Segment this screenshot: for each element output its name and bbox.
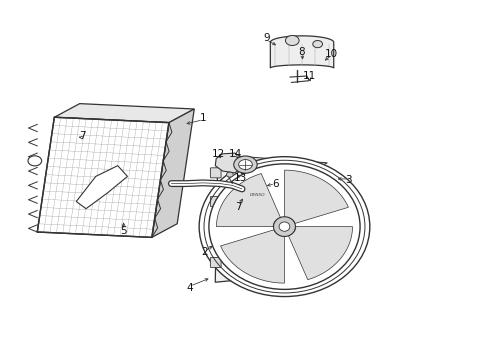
Circle shape <box>226 172 233 177</box>
Polygon shape <box>152 109 194 237</box>
Ellipse shape <box>208 164 359 289</box>
Text: DENSO: DENSO <box>250 193 265 197</box>
Ellipse shape <box>199 157 369 297</box>
Circle shape <box>311 191 321 198</box>
Polygon shape <box>76 166 127 209</box>
FancyBboxPatch shape <box>210 197 221 207</box>
Text: 2: 2 <box>201 247 207 257</box>
Polygon shape <box>37 117 168 237</box>
Circle shape <box>238 159 252 170</box>
Text: 9: 9 <box>263 33 269 43</box>
Ellipse shape <box>273 217 295 237</box>
Text: 3: 3 <box>345 175 351 185</box>
FancyBboxPatch shape <box>210 168 221 178</box>
Text: 7: 7 <box>234 202 241 212</box>
Text: 8: 8 <box>298 46 305 57</box>
Circle shape <box>311 255 321 262</box>
Polygon shape <box>270 36 333 68</box>
Text: 10: 10 <box>324 49 337 59</box>
Polygon shape <box>284 170 347 224</box>
Text: 5: 5 <box>120 226 126 236</box>
Polygon shape <box>215 162 315 282</box>
Text: 7: 7 <box>79 131 86 141</box>
Text: 1: 1 <box>199 113 206 123</box>
Circle shape <box>28 156 41 166</box>
Polygon shape <box>217 156 327 169</box>
FancyBboxPatch shape <box>210 257 221 267</box>
Text: 13: 13 <box>233 173 247 183</box>
Polygon shape <box>54 104 194 123</box>
FancyBboxPatch shape <box>210 229 221 239</box>
Circle shape <box>233 156 257 173</box>
Text: 12: 12 <box>212 149 225 159</box>
Text: 14: 14 <box>229 149 242 159</box>
Text: 6: 6 <box>271 179 278 189</box>
Polygon shape <box>220 230 284 283</box>
Polygon shape <box>215 153 244 173</box>
Polygon shape <box>216 174 280 226</box>
Ellipse shape <box>279 222 289 231</box>
Circle shape <box>312 41 322 48</box>
Text: 4: 4 <box>186 283 193 293</box>
Polygon shape <box>288 226 352 280</box>
Circle shape <box>285 36 299 45</box>
Text: 11: 11 <box>302 71 315 81</box>
